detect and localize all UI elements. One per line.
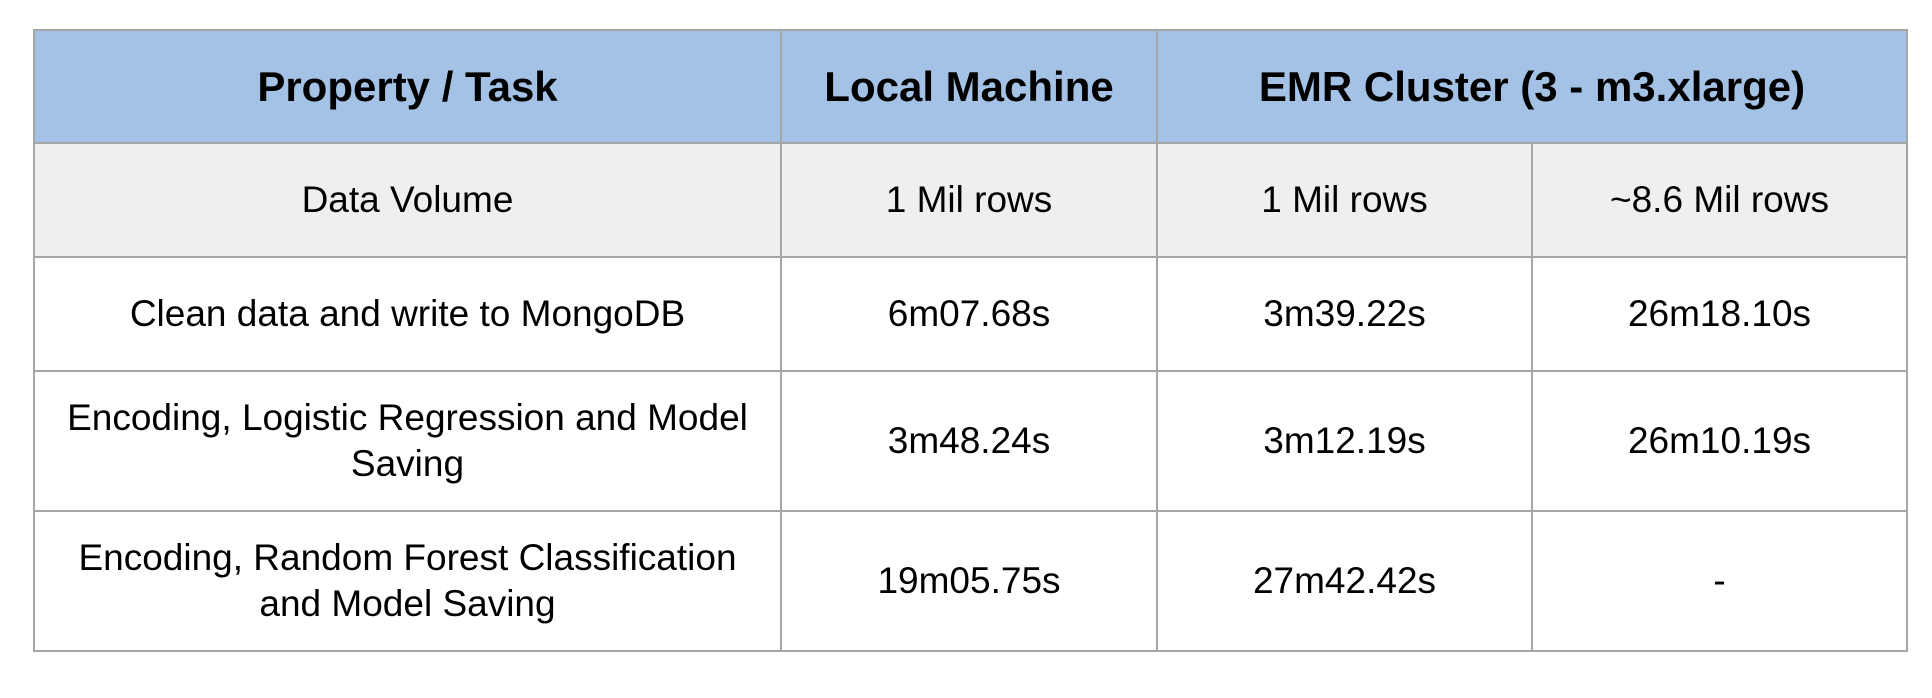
cell-emr-8mil: ~8.6 Mil rows <box>1531 142 1908 258</box>
header-emr-cluster: EMR Cluster (3 - m3.xlarge) <box>1156 29 1908 144</box>
table-row: Encoding, Random Forest Classification a… <box>33 510 1908 652</box>
header-row: Property / Task Local Machine EMR Cluste… <box>33 29 1908 144</box>
performance-table: Property / Task Local Machine EMR Cluste… <box>33 29 1908 652</box>
cell-emr-8mil: - <box>1531 510 1908 652</box>
cell-emr-1mil: 3m39.22s <box>1156 256 1533 372</box>
cell-local: 19m05.75s <box>780 510 1158 652</box>
row-label: Encoding, Random Forest Classification a… <box>33 510 782 652</box>
row-label: Encoding, Logistic Regression and Model … <box>33 370 782 512</box>
cell-local: 1 Mil rows <box>780 142 1158 258</box>
table-row: Clean data and write to MongoDB 6m07.68s… <box>33 256 1908 372</box>
cell-emr-1mil: 27m42.42s <box>1156 510 1533 652</box>
cell-emr-8mil: 26m18.10s <box>1531 256 1908 372</box>
row-label: Clean data and write to MongoDB <box>33 256 782 372</box>
header-property-task: Property / Task <box>33 29 782 144</box>
table-row: Encoding, Logistic Regression and Model … <box>33 370 1908 512</box>
table-row: Data Volume 1 Mil rows 1 Mil rows ~8.6 M… <box>33 142 1908 258</box>
cell-emr-1mil: 3m12.19s <box>1156 370 1533 512</box>
cell-local: 3m48.24s <box>780 370 1158 512</box>
cell-emr-1mil: 1 Mil rows <box>1156 142 1533 258</box>
row-label: Data Volume <box>33 142 782 258</box>
cell-emr-8mil: 26m10.19s <box>1531 370 1908 512</box>
header-local-machine: Local Machine <box>780 29 1158 144</box>
cell-local: 6m07.68s <box>780 256 1158 372</box>
